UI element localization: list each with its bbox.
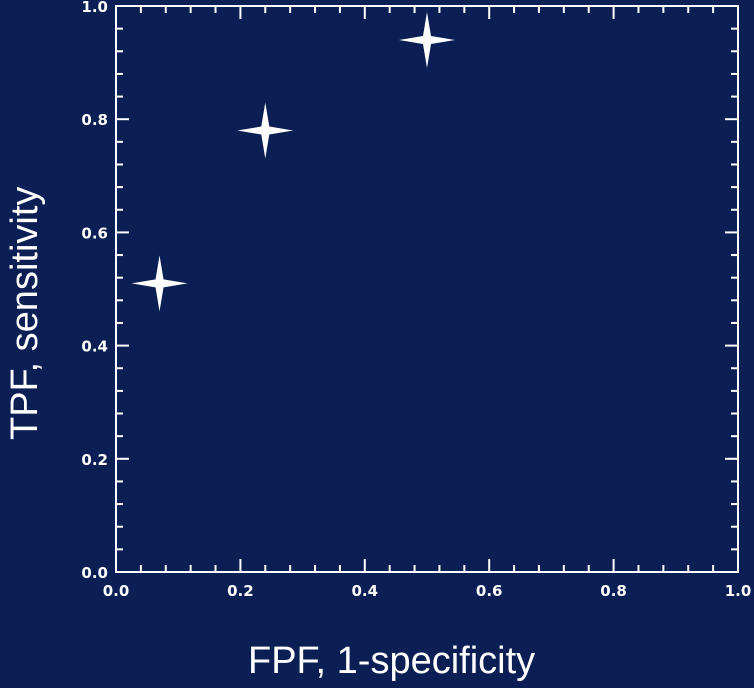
plot-frame	[115, 5, 739, 573]
y-tick-label: 0.6	[81, 224, 108, 242]
y-tick-label: 0.0	[81, 564, 108, 582]
y-tick-label: 0.4	[81, 338, 108, 356]
tick-labels-layer: 0.0 0.2 0.4 0.6 0.8 1.0 0.0 0.2 0.4 0.6 0.8 1.0	[81, 0, 751, 600]
x-tick-label: 0.6	[476, 582, 503, 600]
data-point	[237, 102, 294, 159]
y-tick-label: 0.8	[81, 111, 108, 129]
y-tick-label: 1.0	[81, 0, 108, 16]
x-tick-label: 0.2	[227, 582, 254, 600]
data-point	[399, 11, 455, 68]
data-point	[131, 255, 188, 312]
points-layer	[131, 11, 455, 312]
y-axis-label: TPF, sensitivity	[4, 186, 46, 440]
y-tick-label: 0.2	[81, 451, 108, 469]
x-tick-label: 1.0	[725, 582, 752, 600]
x-tick-label: 0.8	[600, 582, 627, 600]
x-tick-label: 0.4	[352, 582, 379, 600]
ticks-layer	[115, 5, 739, 573]
x-axis-label: FPF, 1-specificity	[248, 640, 536, 682]
x-tick-label: 0.0	[103, 582, 130, 600]
